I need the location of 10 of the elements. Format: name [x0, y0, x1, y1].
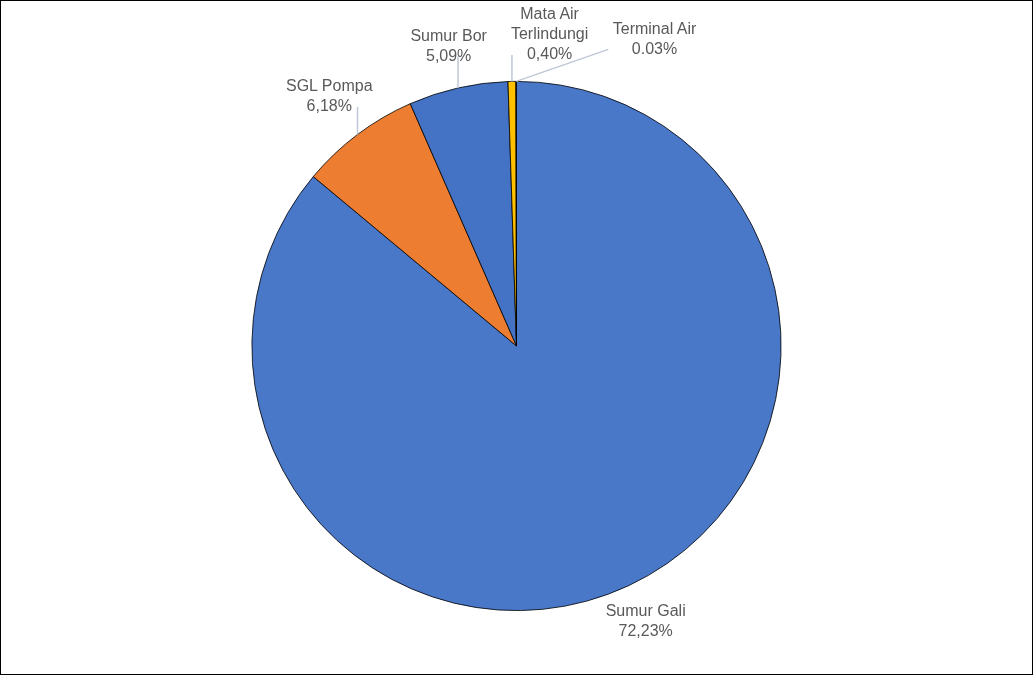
slice-label: Sumur Gali: [605, 602, 686, 620]
data-label: 72,23%: [618, 622, 673, 640]
data-label: 0.03%: [631, 39, 678, 57]
slice-label: SGL Pompa: [285, 77, 373, 95]
slice-label: Mata Air Terlindungi: [510, 5, 589, 43]
slice-label: Sumur Bor: [410, 26, 488, 44]
slice-label: Terminal Air: [612, 19, 697, 37]
data-label: 6,18%: [306, 97, 352, 115]
data-label: 5,09%: [425, 46, 472, 64]
data-label: 0,40%: [526, 45, 573, 63]
